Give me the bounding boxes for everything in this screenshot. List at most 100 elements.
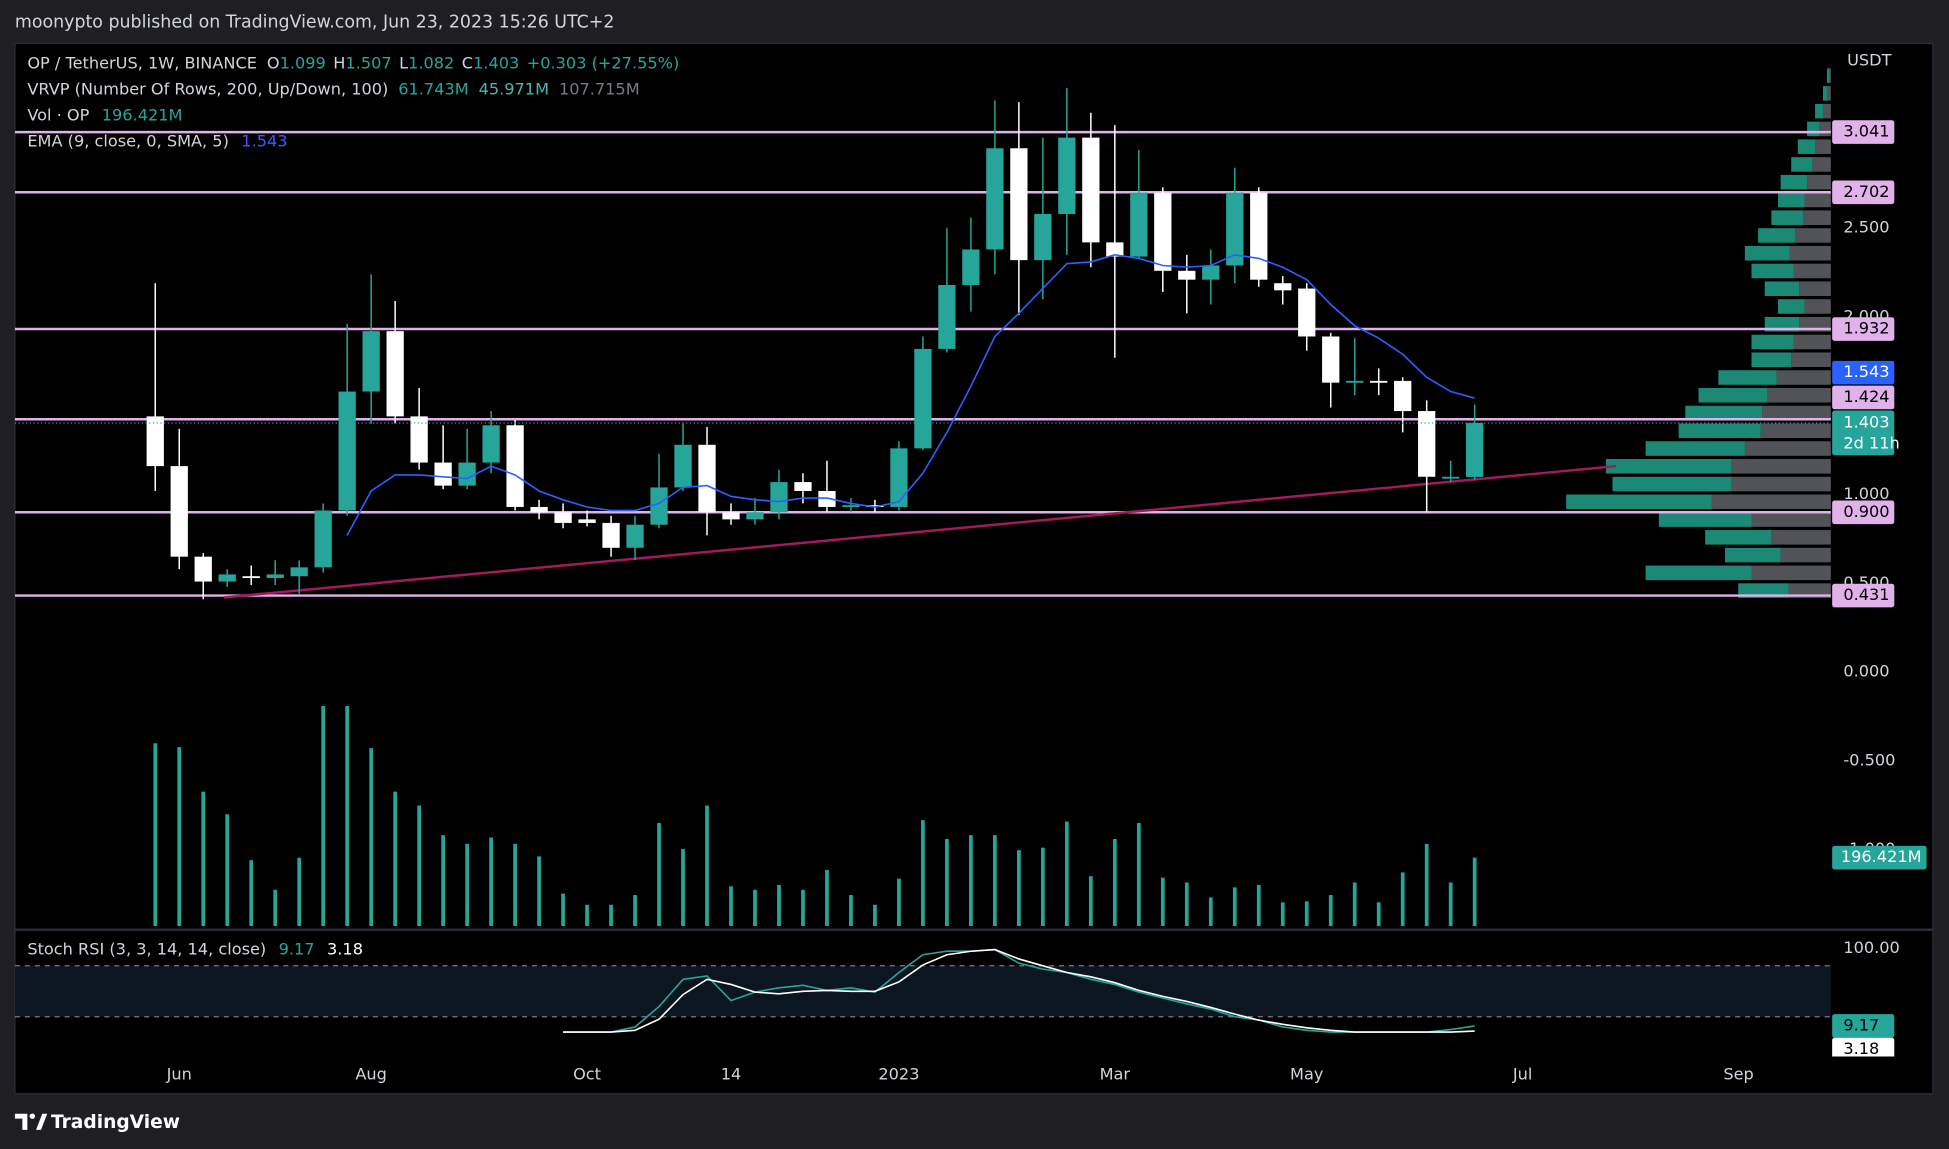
candle-body <box>914 348 932 449</box>
candle-body <box>650 487 668 525</box>
profile-down <box>1829 68 1831 83</box>
ema-line <box>346 253 1475 536</box>
candle-body <box>1154 192 1172 271</box>
candle-body <box>1298 288 1316 337</box>
candle-body <box>674 444 692 488</box>
candle-body <box>290 567 308 577</box>
volume-bar <box>441 835 445 927</box>
candle-body <box>818 490 836 507</box>
stoch-name: Stoch RSI (3, 3, 14, 14, close) <box>27 939 266 958</box>
candle-body <box>1322 336 1340 383</box>
currency: USDT <box>1847 50 1891 69</box>
volume-bar <box>297 857 302 927</box>
volume-legend: Vol · OP 196.421M <box>27 105 182 124</box>
volume-bar <box>201 791 206 927</box>
candle-body <box>362 331 380 392</box>
candle-body <box>242 576 260 579</box>
profile-up <box>1751 263 1794 279</box>
volume-bar <box>345 706 350 927</box>
candle-body <box>194 556 212 582</box>
volume-bar <box>1424 843 1429 927</box>
candle-body <box>1226 192 1244 266</box>
candle-body <box>1202 265 1220 280</box>
profile-up <box>1678 423 1761 439</box>
profile-up <box>1725 547 1781 563</box>
symbol: OP / TetherUS, 1W, BINANCE <box>27 53 257 72</box>
candle-body <box>458 462 476 486</box>
volume-bar <box>489 837 493 927</box>
profile-down <box>1789 245 1831 261</box>
profile-up <box>1658 512 1752 527</box>
profile-up <box>1807 121 1820 137</box>
x-tick-label: Oct <box>573 1065 601 1084</box>
volume-bar <box>1448 882 1453 927</box>
price-badge <box>1832 385 1895 410</box>
candle-body <box>170 466 188 557</box>
candle-body <box>938 284 956 349</box>
x-tick-label: Aug <box>355 1065 387 1084</box>
profile-down <box>1819 121 1831 137</box>
profile-up <box>1566 494 1712 510</box>
profile-down <box>1788 583 1831 598</box>
volume-bar <box>921 820 925 927</box>
profile-down <box>1780 547 1831 563</box>
volume-value: 196.421M <box>102 105 183 124</box>
logo-part <box>36 1113 48 1130</box>
volume-bar <box>609 904 613 927</box>
volume-bar <box>465 843 469 927</box>
volume-bar <box>249 860 254 927</box>
volume-bar <box>393 791 398 927</box>
profile-up <box>1645 441 1745 456</box>
candle-body <box>1394 380 1412 412</box>
x-tick-label: Sep <box>1723 1065 1753 1084</box>
profile-down <box>1822 103 1831 119</box>
main-pane <box>14 68 1831 927</box>
candle-body <box>338 391 356 511</box>
profile-down <box>1760 423 1831 439</box>
profile-down <box>1744 441 1831 456</box>
profile-down <box>1793 334 1831 350</box>
candle-body <box>1466 422 1484 477</box>
chart-layer: 9.173.182.5002.0001.0000.5000.000-0.500-… <box>14 68 1927 1084</box>
price-badge-label: 1.543 <box>1843 362 1889 381</box>
volume-bar <box>1328 895 1333 927</box>
o-letter: O <box>267 53 280 72</box>
profile-up <box>1777 299 1805 314</box>
volume-bar <box>1208 897 1213 927</box>
price-badge <box>1832 1037 1895 1057</box>
volume-bar <box>1112 838 1117 927</box>
profile-down <box>1711 494 1831 510</box>
candle-body <box>434 462 452 486</box>
low-value: 1.082 <box>408 53 454 72</box>
volume-bar <box>321 706 326 927</box>
x-tick-label: Jul <box>1512 1065 1532 1084</box>
volume-bar <box>969 835 973 927</box>
candle-body <box>1058 137 1076 214</box>
open-value: 1.099 <box>280 53 326 72</box>
profile-up <box>1751 352 1792 368</box>
stoch-d-line <box>563 948 1475 1033</box>
candle-body <box>986 148 1004 250</box>
candle-body <box>266 574 284 578</box>
symbol-legend: OP / TetherUS, 1W, BINANCE O1.099 H1.507 L1… <box>27 53 679 72</box>
profile-up <box>1797 139 1816 154</box>
volume-bar <box>777 884 781 927</box>
volume-bar <box>657 822 661 927</box>
h-letter: H <box>333 53 345 72</box>
volume-bar <box>561 893 565 927</box>
brand-logo <box>14 1113 48 1130</box>
profile-down <box>1751 565 1831 581</box>
volume-bar <box>1136 822 1141 927</box>
volume-bar <box>993 835 997 927</box>
profile-down <box>1812 157 1831 172</box>
candle-body <box>578 519 596 523</box>
profile-up <box>1605 459 1732 474</box>
candle-body <box>218 574 236 582</box>
ema-legend: EMA (9, close, 0, SMA, 5) 1.543 <box>27 131 287 150</box>
volume-bar <box>633 895 637 927</box>
profile-up <box>1791 157 1813 172</box>
price-badge-label: 1.932 <box>1843 319 1889 338</box>
profile-up <box>1758 228 1796 243</box>
vrvp-stat: 45.971M <box>479 79 549 98</box>
x-tick-label: Jun <box>166 1065 192 1084</box>
